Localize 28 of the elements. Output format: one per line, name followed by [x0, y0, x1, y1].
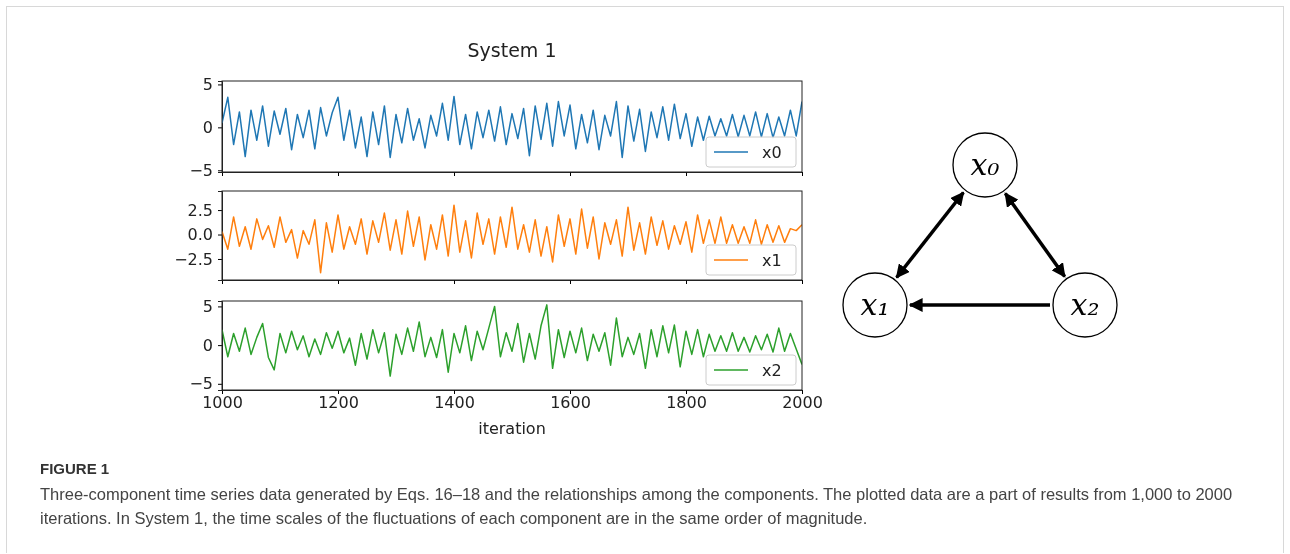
- x-tick-label: 2000: [782, 393, 823, 413]
- text: x₀: [970, 147, 1000, 182]
- x-tick-label: 1200: [318, 393, 359, 413]
- line-series: [222, 95, 802, 159]
- y-tick-label: 5: [202, 297, 213, 317]
- legend-label: x0: [762, 143, 782, 162]
- legend-label: x2: [762, 361, 782, 380]
- y-tick-label: 0: [202, 335, 213, 355]
- x-tick-label: 1400: [434, 393, 475, 413]
- line-series: [222, 204, 802, 274]
- y-tick-label: −5: [189, 160, 213, 180]
- text: Three-component time series data generated by Eqs. 16–18 and the relationships among the components. The plotted data are a part of results from 1,000 to 2000 iterations. In System 1, the time scales of the fluctuations of each component are in the same order of magnitude.: [40, 484, 1234, 529]
- y-tick-label: −2.5: [174, 249, 213, 269]
- line-series: [222, 304, 802, 377]
- y-tick-label: 0: [202, 117, 213, 137]
- x-tick-label: 1000: [202, 393, 243, 413]
- y-tick-label: 2.5: [187, 200, 213, 220]
- y-tick-label: 0.0: [187, 225, 213, 245]
- caption: FIGURE 1: [40, 460, 111, 477]
- text: x₁: [860, 287, 890, 322]
- x-tick-label: 1800: [666, 393, 707, 413]
- legend-label: x1: [762, 251, 782, 270]
- y-tick-label: −5: [189, 374, 213, 394]
- chart-title: System 1: [467, 39, 557, 61]
- x-tick-label: 1600: [550, 393, 591, 413]
- y-tick-label: 5: [202, 75, 213, 95]
- text: x₂: [1070, 287, 1100, 322]
- x-axis-title: iteration: [478, 419, 546, 438]
